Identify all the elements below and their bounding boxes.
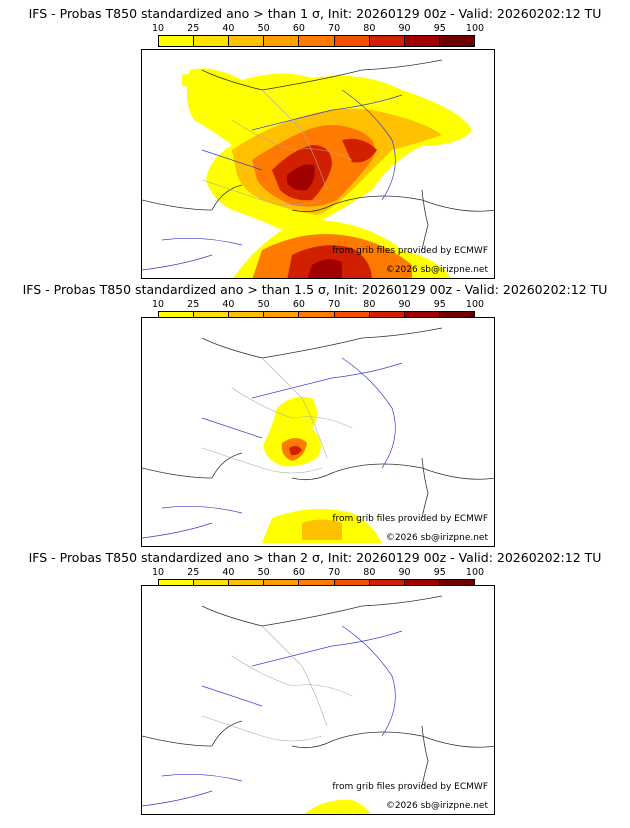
colorbar-ticks: 10 25 40 50 60 70 80 90 95 100: [152, 567, 484, 578]
colorbar-tick-label: 40: [222, 23, 235, 34]
colorbar-tick-label: 25: [187, 299, 200, 310]
probability-map: from grib files provided by ECMWF ©2026 …: [141, 317, 495, 547]
panel-title: IFS - Probas T850 standardized ano > tha…: [28, 550, 602, 565]
colorbar-segment: [264, 36, 300, 46]
borders: [201, 89, 353, 206]
rivers: [142, 625, 403, 807]
colorbar-tick-label: 60: [292, 567, 305, 578]
colorbar-tick-label: 80: [363, 299, 376, 310]
colorbar-tick-label: 60: [292, 299, 305, 310]
colorbar-segment: [369, 36, 405, 46]
colorbar-ticks: 10 25 40 50 60 70 80 90 95 100: [152, 23, 484, 34]
colorbar-tick-label: 50: [257, 299, 270, 310]
map-canvas: [142, 595, 494, 814]
probability-map: from grib files provided by ECMWF ©2026 …: [141, 585, 495, 815]
probability-field: [304, 799, 371, 814]
colorbar-tick-label: 40: [222, 567, 235, 578]
colorbar-tick-label: 90: [398, 299, 411, 310]
map-canvas: [142, 327, 494, 543]
colorbar-tick-label: 70: [328, 23, 341, 34]
probability-field: [182, 68, 472, 278]
colorbar-tick-label: 100: [465, 23, 485, 34]
colorbar-segment: [439, 36, 474, 46]
colorbar-tick-label: 100: [465, 299, 485, 310]
colorbar-tick-label: 10: [151, 23, 165, 34]
rivers: [142, 357, 403, 539]
colorbar-tick-label: 10: [151, 567, 165, 578]
colorbar-ticks: 10 25 40 50 60 70 80 90 95 100: [152, 299, 484, 310]
colorbar-tick-label: 95: [433, 23, 446, 34]
rivers: [142, 89, 403, 271]
colorbar-tick-label: 50: [257, 567, 270, 578]
colorbar-tick-label: 80: [363, 23, 376, 34]
source-credit: from grib files provided by ECMWF: [332, 782, 488, 792]
map-panel-1p5-sigma: IFS - Probas T850 standardized ano > tha…: [0, 282, 630, 548]
copyright-credit: ©2026 sb@irizpne.net: [385, 533, 488, 543]
colorbar-tick-label: 60: [292, 23, 305, 34]
colorbar-tick-label: 90: [398, 23, 411, 34]
colorbar-tick-label: 25: [187, 567, 200, 578]
colorbar-segment: [404, 36, 440, 46]
colorbar-segment: [229, 36, 265, 46]
copyright-credit: ©2026 sb@irizpne.net: [385, 265, 488, 275]
colorbar-tick-label: 95: [433, 299, 446, 310]
borders: [201, 625, 353, 742]
coastlines: [142, 595, 494, 787]
colorbar-tick-label: 70: [328, 299, 341, 310]
source-credit: from grib files provided by ECMWF: [332, 514, 488, 524]
colorbar: [158, 35, 475, 47]
probability-map: from grib files provided by ECMWF ©2026 …: [141, 49, 495, 279]
colorbar-tick-label: 10: [151, 299, 165, 310]
colorbar-segment: [159, 36, 195, 46]
probability-field: [262, 396, 382, 543]
colorbar-tick-label: 95: [433, 567, 446, 578]
colorbar-segment: [194, 36, 230, 46]
map-panel-2-sigma: IFS - Probas T850 standardized ano > tha…: [0, 550, 630, 822]
map-panel-1-sigma: IFS - Probas T850 standardized ano > tha…: [0, 6, 630, 279]
colorbar-tick-label: 50: [257, 23, 270, 34]
coastlines: [142, 327, 494, 519]
panel-title: IFS - Probas T850 standardized ano > tha…: [22, 282, 608, 297]
copyright-credit: ©2026 sb@irizpne.net: [385, 801, 488, 811]
colorbar-segment: [299, 36, 335, 46]
colorbar-segment: [334, 36, 370, 46]
colorbar-tick-label: 25: [187, 23, 200, 34]
borders: [201, 357, 353, 474]
colorbar-tick-label: 40: [222, 299, 235, 310]
colorbar-tick-label: 70: [328, 567, 341, 578]
source-credit: from grib files provided by ECMWF: [332, 246, 488, 256]
colorbar-tick-label: 80: [363, 567, 376, 578]
colorbar-tick-label: 90: [398, 567, 411, 578]
colorbar-tick-label: 100: [465, 567, 485, 578]
panel-title: IFS - Probas T850 standardized ano > tha…: [28, 6, 602, 21]
map-canvas: [142, 59, 494, 278]
